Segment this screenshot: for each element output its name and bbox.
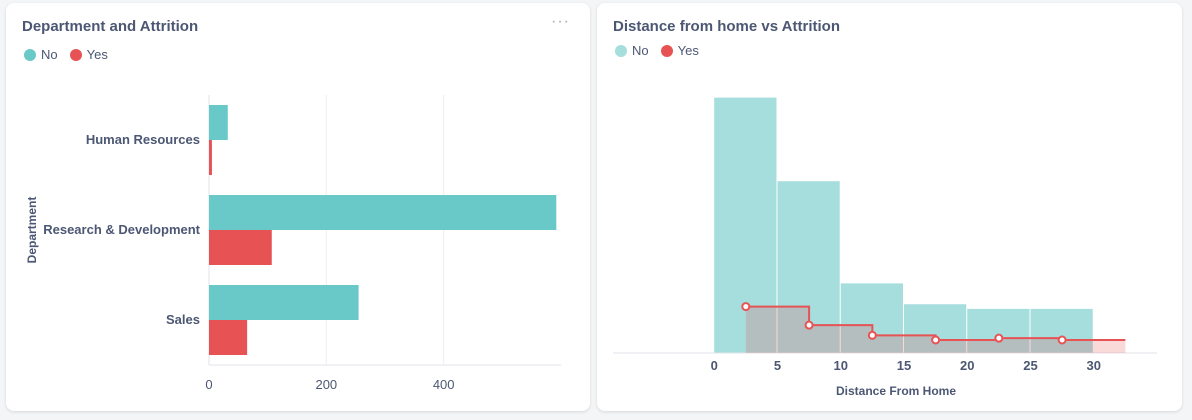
department-attrition-card: Department and Attrition ··· No Yes 0 200… (6, 3, 590, 411)
x-tick-label: 20 (960, 358, 974, 373)
histogram-bar-no (903, 304, 967, 353)
legend-label: Yes (86, 47, 108, 62)
histogram-bar-no (967, 308, 1030, 353)
distance-attrition-card: Distance from home vs Attrition No Yes 0… (597, 3, 1182, 411)
legend: No Yes (24, 47, 108, 62)
data-point-yes (741, 302, 751, 312)
x-tick-label: 30 (1087, 358, 1101, 373)
x-tick-label: 0 (205, 377, 212, 392)
x-tick-label: 200 (315, 377, 337, 392)
legend-label: No (41, 47, 58, 62)
data-point-yes (1057, 335, 1067, 345)
y-axis-title: Department (25, 197, 39, 264)
bar-yes (209, 230, 272, 265)
legend-item-no[interactable]: No (615, 43, 649, 58)
data-point-yes (867, 330, 877, 340)
bar-no (209, 285, 359, 320)
data-point-yes (994, 333, 1004, 343)
x-axis-title: Distance From Home (836, 384, 956, 398)
chart-title: Distance from home vs Attrition (613, 18, 840, 35)
data-point-yes (931, 335, 941, 345)
y-tick-label: Sales (166, 312, 200, 327)
chart-title: Department and Attrition (22, 18, 199, 35)
data-point-yes (804, 320, 814, 330)
histogram-bar-no (840, 283, 903, 353)
legend-label: Yes (677, 43, 699, 58)
distance-histogram-chart: 0 5 10 15 20 25 30 Distance From Home (613, 97, 1157, 398)
x-tick-label: 10 (833, 358, 847, 373)
bar-no (209, 105, 228, 140)
bar-no (209, 195, 557, 230)
y-tick-label: Human Resources (86, 132, 200, 147)
histogram-bar-no (1030, 308, 1093, 353)
more-options-icon[interactable]: ··· (551, 13, 570, 30)
x-tick-label: 25 (1023, 358, 1037, 373)
legend-item-yes[interactable]: Yes (69, 47, 108, 62)
legend-item-yes[interactable]: Yes (660, 43, 699, 58)
area-fill-yes (745, 306, 1126, 353)
legend-label: No (632, 43, 649, 58)
x-tick-label: 0 (711, 358, 718, 373)
legend-swatch-no (615, 44, 627, 57)
legend: No Yes (615, 43, 699, 58)
bar-yes (209, 320, 248, 355)
y-tick-label: Research & Development (43, 222, 200, 237)
x-tick-label: 15 (897, 358, 911, 373)
legend-swatch-yes (69, 48, 82, 61)
department-bar-chart: 0 200 400 Department Human Resources Research… (25, 95, 561, 392)
x-tick-label: 5 (774, 358, 781, 373)
legend-swatch-no (24, 48, 36, 61)
legend-swatch-yes (660, 44, 673, 57)
x-tick-label: 400 (433, 377, 455, 392)
legend-item-no[interactable]: No (24, 47, 58, 62)
bar-yes (209, 140, 212, 175)
